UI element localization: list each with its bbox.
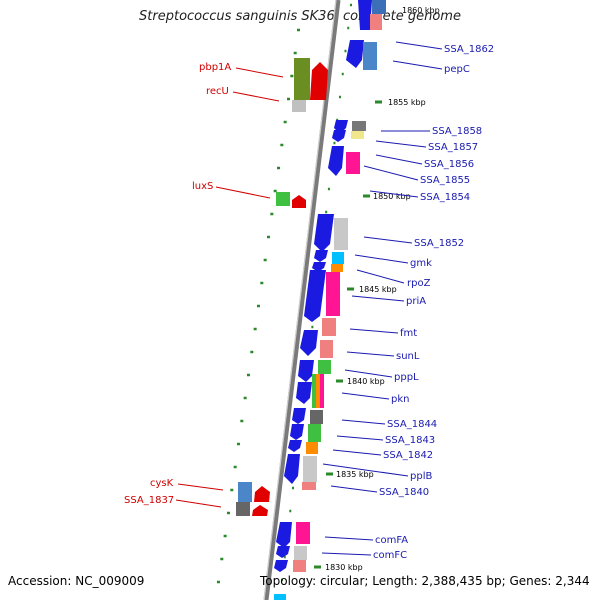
cog-box	[302, 482, 316, 490]
gene-label: comFC	[373, 550, 407, 561]
cog-box	[331, 264, 343, 272]
kbp-label-1855: 1855 kbp	[388, 98, 426, 107]
gene-arrow	[300, 330, 318, 356]
cog-box	[312, 374, 316, 408]
left-label-leaders	[175, 67, 284, 508]
gene-arrow-reverse	[292, 195, 306, 208]
gene-label: SSA_1844	[387, 419, 437, 430]
gene-label: gmk	[410, 258, 432, 269]
gene-label: pppL	[394, 372, 419, 383]
gene-label: sunL	[396, 351, 420, 362]
cog-box	[320, 374, 324, 408]
kbp-label-1845: 1845 kbp	[359, 285, 397, 294]
cog-box	[238, 482, 252, 502]
gene-arrow	[314, 250, 328, 262]
gene-label: comFA	[375, 535, 408, 546]
cog-box	[322, 318, 336, 336]
cog-box	[372, 0, 386, 14]
gene-arrow	[298, 360, 314, 382]
cog-box	[293, 560, 306, 572]
gene-label: SSA_1842	[383, 450, 433, 461]
cog-box	[303, 456, 317, 482]
gene-arrow	[284, 454, 300, 484]
gene-arrow	[276, 522, 292, 548]
cog-box	[310, 410, 323, 424]
gene-label: SSA_1843	[385, 435, 435, 446]
cog-box	[334, 218, 348, 250]
cog-box	[363, 42, 377, 70]
gene-label: SSA_1854	[420, 192, 470, 203]
gene-label: fmt	[400, 328, 417, 339]
gene-label: SSA_1857	[428, 142, 478, 153]
kbp-label-1860: 1860 kbp	[402, 6, 440, 15]
kbp-label-1850: 1850 kbp	[373, 192, 411, 201]
gene-label: SSA_1852	[414, 238, 464, 249]
cog-box	[236, 502, 250, 516]
cog-box	[296, 522, 310, 544]
gene-arrow-reverse	[252, 505, 268, 516]
cog-box	[352, 121, 366, 131]
forward-strand-genes	[274, 0, 372, 600]
gene-label: pkn	[391, 394, 409, 405]
gene-arrow	[314, 214, 334, 252]
gene-arrow	[276, 546, 290, 558]
gene-label: SSA_1856	[424, 159, 474, 170]
cog-box	[294, 58, 310, 100]
kbp-label-1835: 1835 kbp	[336, 470, 374, 479]
gene-arrow	[274, 560, 288, 572]
gene-arrow	[328, 146, 344, 176]
cog-box	[332, 252, 344, 264]
gene-arrow	[304, 270, 326, 322]
gene-label: pepC	[444, 64, 470, 75]
cog-box	[318, 360, 331, 374]
gene-label: SSA_1840	[379, 487, 429, 498]
cog-box	[294, 546, 307, 560]
gene-arrow	[332, 130, 346, 142]
gene-label-left: pbp1A	[199, 62, 231, 73]
gene-arrow	[312, 262, 326, 272]
reverse-strand-genes	[236, 58, 328, 516]
gene-arrow	[296, 382, 312, 404]
cog-box	[276, 192, 290, 206]
cog-box	[274, 594, 286, 600]
cog-box	[351, 131, 364, 139]
gene-arrow	[358, 0, 372, 30]
gene-arrow	[290, 424, 304, 440]
gene-label-left: SSA_1837	[124, 495, 174, 506]
kbp-label-1840: 1840 kbp	[347, 377, 385, 386]
cog-color-boxes	[274, 0, 386, 600]
cog-box	[308, 424, 321, 442]
cog-box	[320, 340, 333, 358]
cog-box	[370, 14, 382, 30]
right-label-leaders	[321, 41, 443, 556]
gene-label: rpoZ	[407, 278, 431, 289]
gene-label-left: cysK	[150, 478, 174, 489]
cog-box	[306, 442, 318, 454]
kbp-label-1830: 1830 kbp	[325, 563, 363, 572]
gene-label-left: recU	[206, 86, 229, 97]
gene-label: SSA_1855	[420, 175, 470, 186]
gene-arrow-reverse	[310, 62, 328, 100]
gene-label-left: luxS	[192, 181, 213, 192]
cog-box	[326, 272, 340, 316]
gene-arrow	[288, 440, 302, 452]
gene-label: SSA_1862	[444, 44, 494, 55]
gene-label: priA	[406, 296, 426, 307]
accession-text: Accession: NC_009009	[8, 574, 145, 588]
gene-label: SSA_1858	[432, 126, 482, 137]
gene-label: pplB	[410, 471, 432, 482]
cog-box	[346, 152, 360, 174]
gene-arrow-reverse	[254, 486, 270, 502]
topology-text: Topology: circular; Length: 2,388,435 bp…	[260, 574, 590, 588]
cog-box	[292, 100, 306, 112]
scale-ticks	[314, 100, 382, 569]
gene-arrow	[292, 408, 306, 424]
cog-box	[316, 374, 320, 408]
gene-arrow	[346, 40, 364, 68]
